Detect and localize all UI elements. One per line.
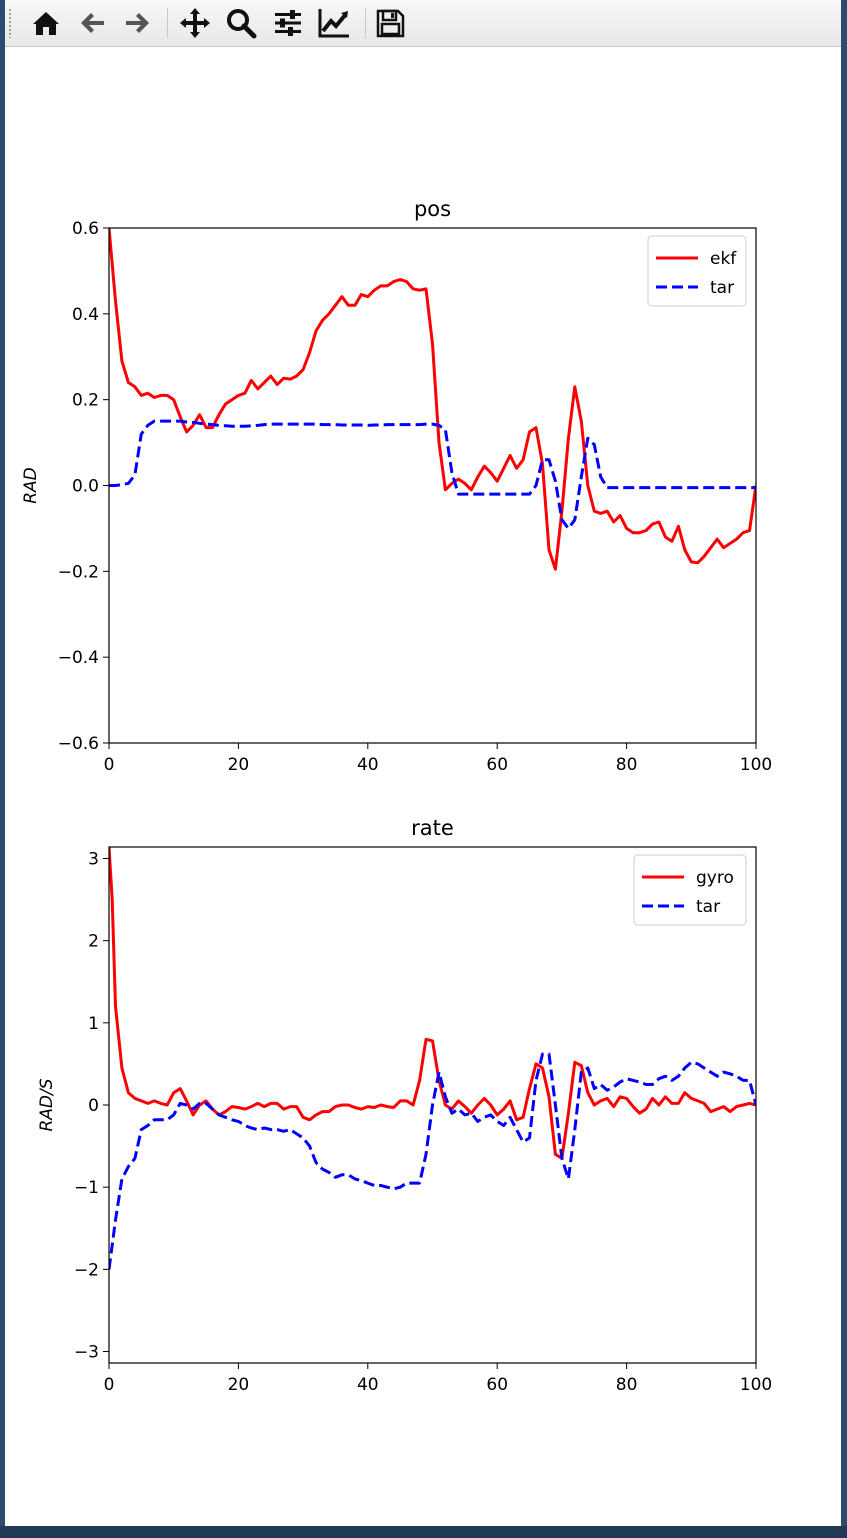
x-tick-label: 60 <box>486 755 508 775</box>
x-tick-label: 60 <box>486 1375 508 1395</box>
y-tick-label: 0.0 <box>72 477 99 497</box>
toolbar-separator <box>365 8 366 38</box>
toolbar-separator <box>167 8 168 38</box>
edit-axis-button[interactable] <box>316 5 352 41</box>
zoom-button[interactable] <box>223 5 259 41</box>
subplot-pos[interactable]: pos 0 20 40 60 80 100 0.6 0.4 0.2 0.0 −0.2 −0.4 −0.6 R… <box>21 197 772 775</box>
y-tick-label: 0.4 <box>72 305 99 325</box>
home-button[interactable] <box>28 5 64 41</box>
x-tick-label: 80 <box>616 1375 638 1395</box>
x-tick-label: 40 <box>357 755 379 775</box>
forward-arrow-icon <box>126 13 149 33</box>
toolbar-grip[interactable] <box>8 8 12 38</box>
pan-move-icon <box>180 8 210 38</box>
configure-subplots-icon <box>275 10 301 36</box>
x-tick-label: 20 <box>228 1375 250 1395</box>
legend-box <box>633 854 747 926</box>
chart-title: pos <box>414 197 451 221</box>
y-tick-label: 2 <box>88 932 99 952</box>
subplot-rate[interactable]: rate 0 20 40 60 80 100 3 2 1 0 −1 −2 −3 RAD/S gyro tar <box>37 816 772 1395</box>
legend: ekf tar <box>647 235 747 307</box>
chart-title: rate <box>411 816 454 840</box>
y-tick-label: −0.4 <box>58 648 99 668</box>
series-line-tar <box>109 419 756 530</box>
x-tick-label: 0 <box>104 755 115 775</box>
zoom-magnifier-icon <box>227 9 257 39</box>
x-tick-label: 40 <box>357 1375 379 1395</box>
legend-label-ekf: ekf <box>710 249 737 269</box>
x-tick-label: 100 <box>740 1375 772 1395</box>
y-tick-label: −3 <box>74 1342 99 1362</box>
axes-frame <box>108 846 757 1364</box>
y-tick-label: 0.6 <box>72 219 99 239</box>
series-line-tar <box>109 1052 756 1270</box>
y-tick-label: 0.2 <box>72 391 99 411</box>
y-tick-label: 0 <box>88 1096 99 1116</box>
configure-subplots-button[interactable] <box>270 5 306 41</box>
navigation-toolbar <box>5 0 841 47</box>
x-tick-label: 0 <box>104 1375 115 1395</box>
y-tick-label: −1 <box>74 1178 99 1198</box>
y-tick-label: 1 <box>88 1014 99 1034</box>
window-bottom-edge <box>0 1526 847 1538</box>
y-tick-label: −2 <box>74 1260 99 1280</box>
x-tick-label: 20 <box>228 755 250 775</box>
axes-frame <box>108 227 757 744</box>
y-axis-label: RAD/S <box>37 1078 57 1131</box>
series-line-ekf <box>109 228 756 571</box>
home-icon <box>33 12 59 35</box>
legend-label-gyro: gyro <box>696 868 734 888</box>
y-axis-label: RAD <box>21 467 41 504</box>
legend: gyro tar <box>633 854 747 926</box>
pan-button[interactable] <box>177 5 213 41</box>
forward-button[interactable] <box>120 5 156 41</box>
edit-axis-lines-icon <box>318 9 349 38</box>
legend-label-tar: tar <box>696 897 720 917</box>
x-tick-label: 100 <box>740 755 772 775</box>
save-floppy-icon <box>376 9 405 38</box>
legend-label-tar: tar <box>710 278 734 298</box>
y-tick-label: −0.2 <box>58 562 99 582</box>
figure-window: pos 0 20 40 60 80 100 0.6 0.4 0.2 0.0 −0.2 −0.4 −0.6 R… <box>5 0 841 1526</box>
y-tick-label: −0.6 <box>58 734 99 754</box>
x-tick-label: 80 <box>616 755 638 775</box>
y-tick-label: 3 <box>88 850 99 870</box>
back-arrow-icon <box>81 13 104 33</box>
back-button[interactable] <box>74 5 110 41</box>
save-button[interactable] <box>372 5 408 41</box>
